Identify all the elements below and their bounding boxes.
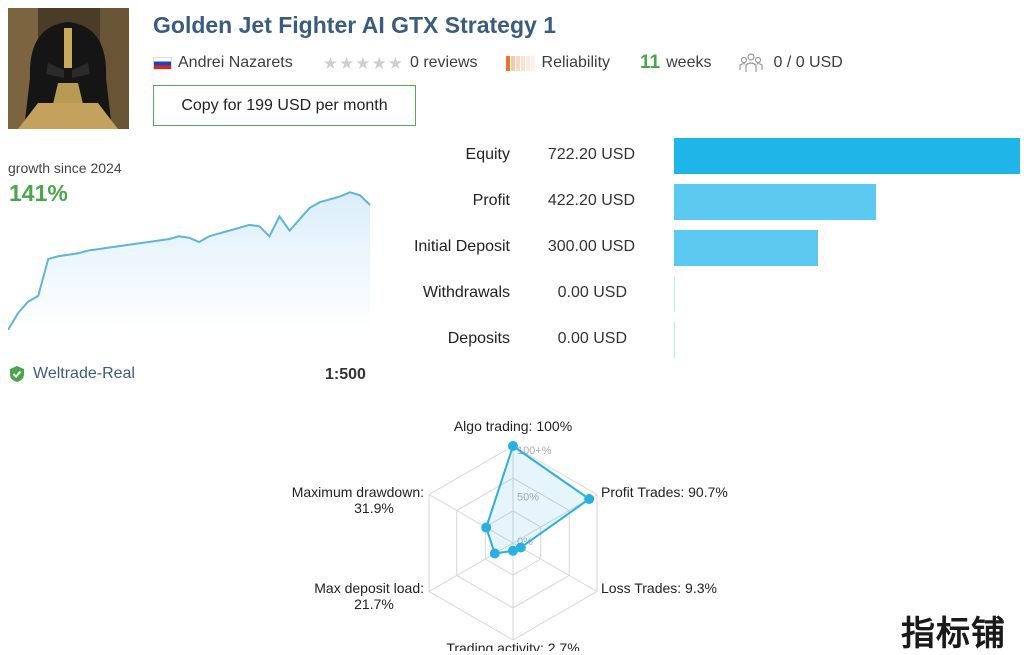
stat-label-initial-deposit: Initial Deposit xyxy=(413,238,510,255)
stat-value-deposits: 0.00 USD xyxy=(557,330,627,347)
stat-value-profit: 422.20 USD xyxy=(547,192,635,209)
radar-axis xyxy=(512,542,598,592)
weeks-count: 11 xyxy=(640,52,661,73)
radar-axis-label: Max deposit load: 21.7% xyxy=(314,580,424,612)
broker-row[interactable]: Weltrade-Real xyxy=(8,365,135,383)
radar-tick-label: 50% xyxy=(517,492,539,504)
growth-label: growth since 2024 xyxy=(8,160,122,176)
subscribers-value: 0 / 0 USD xyxy=(773,54,843,71)
growth-value: 141% xyxy=(9,180,68,206)
star-icon: ★ xyxy=(355,53,371,73)
growth-area xyxy=(8,192,370,330)
radar-value-area xyxy=(485,444,591,555)
subscribers-icon xyxy=(739,53,764,72)
radar-axis-label: Maximum drawdown: 31.9% xyxy=(292,484,424,516)
radar-axis-label: Loss Trades: 9.3% xyxy=(601,580,717,596)
stat-value-equity: 722.20 USD xyxy=(547,146,635,163)
radar-point xyxy=(508,545,518,556)
author-name[interactable]: Andrei Nazarets xyxy=(178,54,293,71)
stat-value-initial-deposit: 300.00 USD xyxy=(547,238,635,255)
profit-bar xyxy=(674,184,877,220)
radar-axis xyxy=(428,494,514,544)
radar-point xyxy=(481,522,492,533)
star-icon: ★ xyxy=(371,53,387,73)
radar-point xyxy=(508,441,518,451)
radar-axis-label: Trading activity: 2.7% xyxy=(446,640,579,651)
star-icon: ★ xyxy=(387,53,403,73)
strategy-title[interactable]: Golden Jet Fighter AI GTX Strategy 1 xyxy=(153,12,556,38)
watermark: 指标铺 xyxy=(901,615,1006,653)
author-avatar[interactable] xyxy=(8,8,129,129)
broker-name[interactable]: Weltrade-Real xyxy=(33,365,135,382)
initial-deposit-bar xyxy=(674,230,818,266)
radar-axis-label: Algo trading: 100% xyxy=(454,418,572,434)
weeks-label: weeks xyxy=(666,54,712,71)
meta-row: Andrei Nazarets ★ ★ ★ ★ ★ 0 reviews Reli… xyxy=(153,52,843,74)
growth-chart xyxy=(8,191,371,330)
russia-flag-icon xyxy=(153,56,172,70)
stat-label-deposits: Deposits xyxy=(447,330,510,347)
star-icon: ★ xyxy=(322,53,338,73)
stat-label-withdrawals: Withdrawals xyxy=(422,284,510,301)
radar-point xyxy=(584,494,595,505)
withdrawals-bar xyxy=(674,276,675,312)
radar-chart: 100+%50%0%Algo trading: 100%Profit Trade… xyxy=(292,418,728,651)
reliability-bar-icon xyxy=(505,55,536,71)
verified-shield-icon xyxy=(10,366,24,382)
equity-bar xyxy=(674,138,1020,174)
stat-value-withdrawals: 0.00 USD xyxy=(557,284,627,301)
reviews-link[interactable]: 0 reviews xyxy=(409,54,478,71)
reliability-label: Reliability xyxy=(541,54,611,71)
stat-label-profit: Profit xyxy=(472,192,510,209)
copy-subscribe-button[interactable]: Copy for 199 USD per month xyxy=(153,85,416,126)
growth-line xyxy=(8,191,371,330)
leverage: 1:500 xyxy=(325,366,366,383)
radar-axis-label: Profit Trades: 90.7% xyxy=(601,484,728,500)
deposits-bar xyxy=(674,322,675,358)
radar-point xyxy=(489,548,500,559)
stat-label-equity: Equity xyxy=(465,146,510,163)
rating-stars: ★ ★ ★ ★ ★ xyxy=(323,55,404,72)
star-icon: ★ xyxy=(338,53,355,73)
radar-point xyxy=(515,542,526,553)
